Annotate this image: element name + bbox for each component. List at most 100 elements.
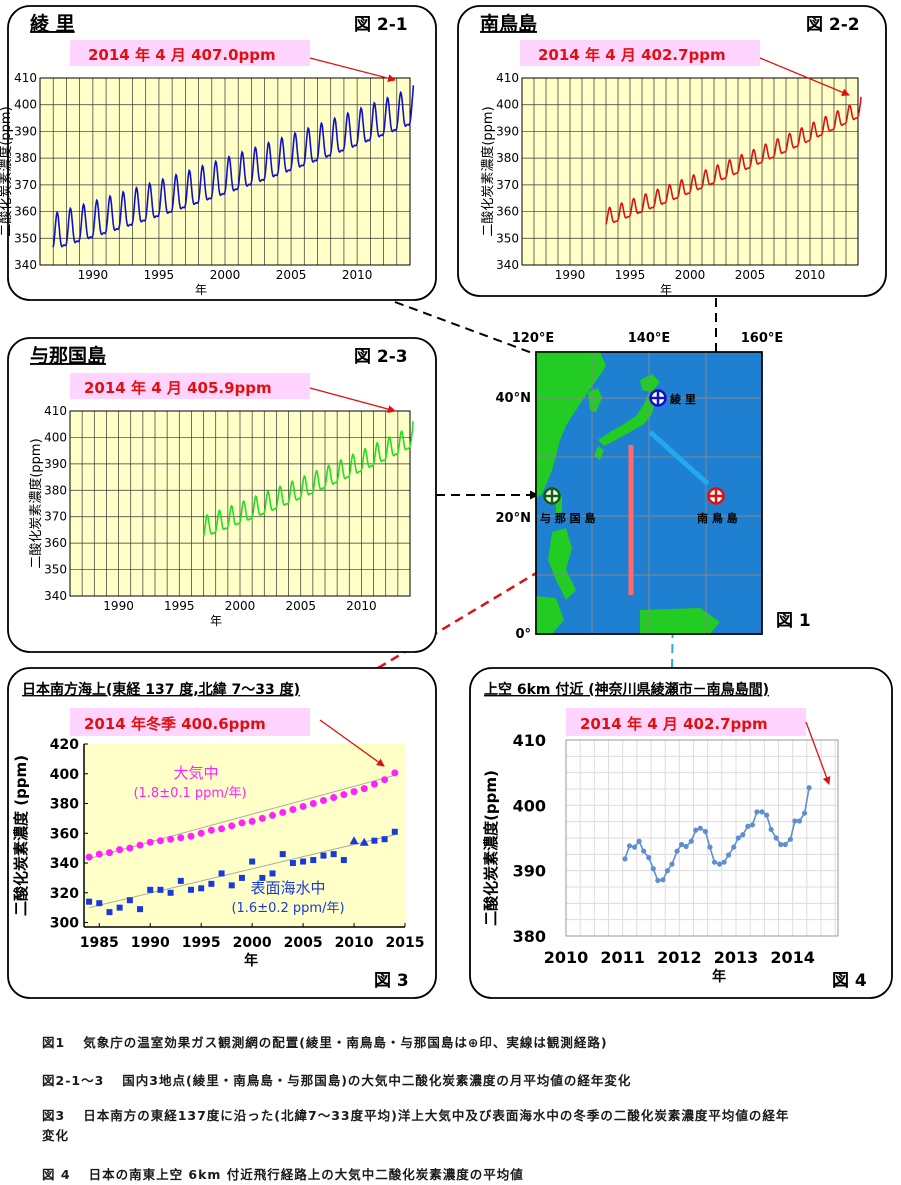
y-tick-label: 380 xyxy=(44,483,67,497)
series-point xyxy=(655,877,661,884)
sea-point xyxy=(167,889,174,896)
lat-label-0: 0° xyxy=(515,627,531,642)
x-tick-label: 2010 xyxy=(346,599,377,613)
x-tick-label: 2011 xyxy=(600,948,645,967)
y-tick-label: 370 xyxy=(14,178,37,192)
callout-aircraft: 2014 年 4 月 402.7ppm xyxy=(580,715,768,733)
sea-rate-label: (1.6±0.2 ppm/年) xyxy=(231,901,344,916)
sea-point xyxy=(310,857,317,864)
sea-point xyxy=(147,886,154,893)
sea-point xyxy=(340,857,347,864)
x-tick-label: 1995 xyxy=(164,599,195,613)
x-tick-label: 2005 xyxy=(285,599,316,613)
series-point xyxy=(711,859,718,865)
sea-point xyxy=(116,904,123,911)
caption-fig1-label: 図1 xyxy=(42,1035,66,1050)
atm-point xyxy=(177,834,185,842)
series-point xyxy=(679,841,685,848)
y-tick-label: 380 xyxy=(496,151,519,165)
atm-point xyxy=(105,849,113,857)
series-point xyxy=(631,844,638,850)
x-tick-label: 2005 xyxy=(735,268,766,282)
x-tick-label: 2014 xyxy=(770,948,815,967)
sea-point xyxy=(320,852,327,859)
y-axis-label: 二酸化炭素濃度(ppm) xyxy=(28,438,44,568)
caption-fig2: 図2-1～3 国内3地点(綾里・南鳥島・与那国島)の大気中二酸化炭素濃度の月平均値… xyxy=(42,1070,631,1089)
callout-bg-yonaguni xyxy=(70,373,310,399)
callout-arrow-yonaguni xyxy=(309,387,396,414)
x-tick-label: 1990 xyxy=(78,268,109,282)
plot-frame xyxy=(39,77,411,266)
sea-point xyxy=(228,882,235,889)
sea-point xyxy=(279,851,286,858)
series-point xyxy=(702,828,709,835)
y-tick-label: 400 xyxy=(14,98,37,112)
y-tick-label: 350 xyxy=(44,563,67,577)
callout-bg-ocean xyxy=(70,708,310,736)
y-tick-label: 380 xyxy=(14,151,37,165)
sea-point xyxy=(238,874,245,881)
x-axis-label: 年 xyxy=(244,952,258,969)
sea-point xyxy=(371,837,378,844)
series-point xyxy=(801,810,808,816)
caption-fig3-text: 日本南方の東経137度に沿った(北緯7～33度平均)洋上大気中及び表面海水中の冬… xyxy=(42,1108,790,1143)
x-tick-label: 2010 xyxy=(335,935,374,951)
caption-fig1-text: 気象庁の温室効果ガス観測網の配置(綾里・南鳥島・与那国島は⊕印、実線は観測経路) xyxy=(83,1035,608,1050)
sea-point xyxy=(330,851,337,858)
atm-point xyxy=(319,797,327,805)
callout-bg-aircraft xyxy=(566,708,806,736)
chart-yonaguni: 340 350 360 370 380 390 400 410 1990 1995 2000 2005… xyxy=(28,404,414,628)
y-tick-label: 340 xyxy=(44,589,67,603)
atm-point xyxy=(146,838,154,846)
plot-frame xyxy=(565,739,839,937)
y-tick-label: 400 xyxy=(44,430,67,444)
sea-point xyxy=(137,906,144,913)
atm-point xyxy=(330,794,338,802)
map-grid xyxy=(536,352,762,634)
y-tick-label: 350 xyxy=(496,231,519,245)
x-tick-label: 1995 xyxy=(144,268,175,282)
land-asia xyxy=(536,352,606,498)
y-tick-label: 340 xyxy=(14,258,37,272)
y-tick-label: 380 xyxy=(50,797,79,813)
series-point xyxy=(669,861,675,867)
callout-bg-minamitori xyxy=(520,40,760,66)
sea-point-triangle xyxy=(359,837,369,846)
atm-point xyxy=(258,814,266,822)
y-tick-label: 410 xyxy=(496,71,519,85)
lon-label-160: 160°E xyxy=(741,331,784,346)
panel-box-aircraft xyxy=(469,667,893,999)
series-point xyxy=(792,818,798,824)
caption-fig2-text: 国内3地点(綾里・南鳥島・与那国島)の大気中二酸化炭素濃度の月平均値の経年変化 xyxy=(122,1073,632,1088)
series-point xyxy=(735,835,741,841)
x-tick-label: 2000 xyxy=(233,935,272,951)
series-point xyxy=(636,838,642,844)
series-point xyxy=(688,838,694,844)
sea-point xyxy=(126,897,133,904)
x-tick-label: 2000 xyxy=(210,268,241,282)
x-tick-label: 2010 xyxy=(795,268,826,282)
atm-point xyxy=(360,785,368,793)
sea-point xyxy=(188,886,194,893)
land-hokkaido xyxy=(640,374,660,392)
atm-point xyxy=(116,846,124,854)
sea-point xyxy=(198,885,205,892)
y-tick-label: 380 xyxy=(513,927,546,946)
y-tick-label: 370 xyxy=(496,178,519,192)
y-axis-label: 二酸化炭素濃度(ppm) xyxy=(480,106,496,236)
x-tick-label: 2013 xyxy=(714,948,759,967)
caption-fig3-label: 図3 xyxy=(42,1108,66,1123)
land-honshu xyxy=(598,394,656,446)
x-axis-label: 年 xyxy=(712,968,726,985)
trend-line xyxy=(88,834,395,909)
land-philippines xyxy=(548,528,576,600)
sea-series-label: 表面海水中 xyxy=(250,879,325,897)
series-point xyxy=(721,859,727,865)
atm-point xyxy=(95,850,103,858)
land-newguinea xyxy=(640,608,720,634)
y-tick-label: 360 xyxy=(496,205,519,219)
y-tick-label: 400 xyxy=(50,767,79,783)
series-point xyxy=(626,843,633,849)
x-tick-label: 2010 xyxy=(544,948,589,967)
series-point xyxy=(697,825,703,831)
